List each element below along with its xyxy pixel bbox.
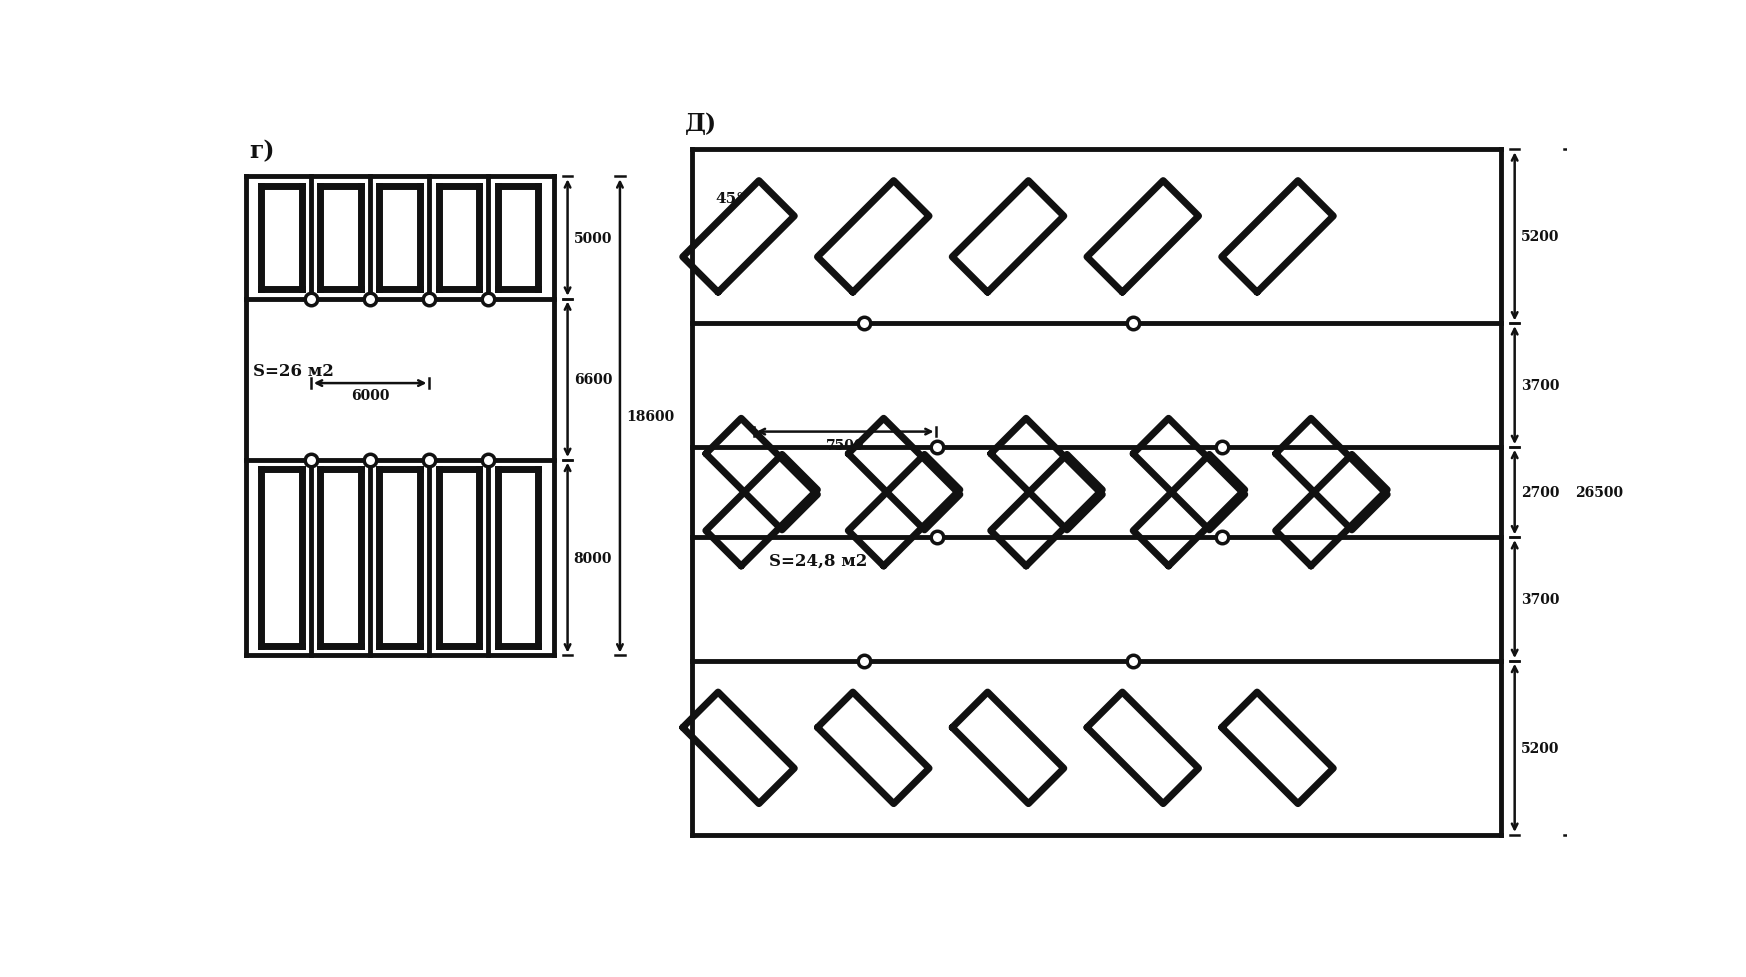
Text: S=24,8 м2: S=24,8 м2 [770, 552, 868, 569]
Text: 6600: 6600 [574, 373, 613, 387]
Text: S=26 м2: S=26 м2 [253, 363, 333, 380]
Text: г): г) [250, 139, 276, 163]
Text: 5200: 5200 [1521, 231, 1559, 244]
Text: 3700: 3700 [1521, 379, 1559, 393]
Text: 3700: 3700 [1521, 592, 1559, 607]
Text: Д): Д) [684, 112, 718, 136]
Text: 26500: 26500 [1575, 486, 1622, 499]
Text: 6000: 6000 [351, 388, 389, 403]
Text: 2700: 2700 [1521, 486, 1559, 499]
Text: 8000: 8000 [574, 551, 613, 565]
Text: 7500: 7500 [826, 439, 864, 452]
Text: 18600: 18600 [627, 409, 674, 423]
Text: 45°: 45° [716, 191, 744, 205]
Text: 5000: 5000 [574, 232, 613, 245]
Text: 5200: 5200 [1521, 742, 1559, 755]
